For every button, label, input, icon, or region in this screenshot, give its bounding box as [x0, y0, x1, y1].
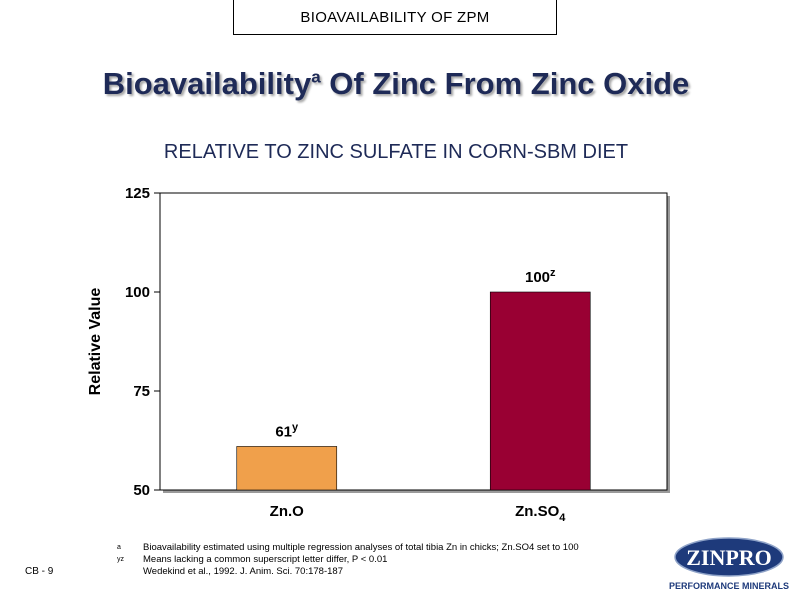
footnote-yz-text: Means lacking a common superscript lette… — [143, 554, 388, 565]
page-title-rest: Of Zinc From Zinc Oxide — [320, 66, 690, 101]
y-tick-label-75: 75 — [133, 383, 150, 400]
footnote-reference: Wedekind et al., 1992. J. Anim. Sci. 70:… — [117, 566, 637, 578]
data-label-1: 100z — [525, 267, 556, 286]
y-tick-label-100: 100 — [125, 284, 150, 301]
chart-subtitle: RELATIVE TO ZINC SULFATE IN CORN-SBM DIE… — [163, 141, 629, 163]
bar-0 — [236, 446, 338, 491]
y-tick-label-125: 125 — [125, 185, 150, 202]
footnote-a-text: Bioavailability estimated using multiple… — [143, 542, 579, 553]
page-title-main: Bioavailability — [102, 66, 312, 101]
page-title: Bioavailabilitya Of Zinc From Zinc Oxide — [0, 66, 792, 102]
page-title-superscript: a — [311, 67, 321, 87]
category-label-0: Zn.O — [270, 503, 304, 520]
slide-number: CB - 9 — [25, 566, 54, 577]
footnote-a-mark: a — [117, 544, 121, 551]
footnote-a: a Bioavailability estimated using multipl… — [117, 542, 637, 554]
category-label-1: Zn.SO4 — [515, 503, 566, 524]
plot-area — [159, 192, 668, 491]
logo-brand: ZINPRO — [686, 545, 772, 570]
y-tick-label-50: 50 — [133, 482, 150, 499]
footnote-yz: yz Means lacking a common superscript let… — [117, 554, 637, 566]
zinpro-logo: ZINPRO PERFORMANCE MINERALS — [669, 537, 789, 591]
footnote-reference-text: Wedekind et al., 1992. J. Anim. Sci. 70:… — [143, 566, 343, 577]
data-label-0: 61y — [275, 421, 299, 440]
header-box: BIOAVAILABILITY OF ZPM — [233, 0, 557, 35]
y-axis-label: Relative Value — [87, 288, 104, 396]
footnote-yz-mark: yz — [117, 556, 124, 563]
bar-1 — [489, 291, 591, 491]
logo-tagline: PERFORMANCE MINERALS — [669, 581, 789, 591]
header-title: BIOAVAILABILITY OF ZPM — [300, 8, 490, 26]
